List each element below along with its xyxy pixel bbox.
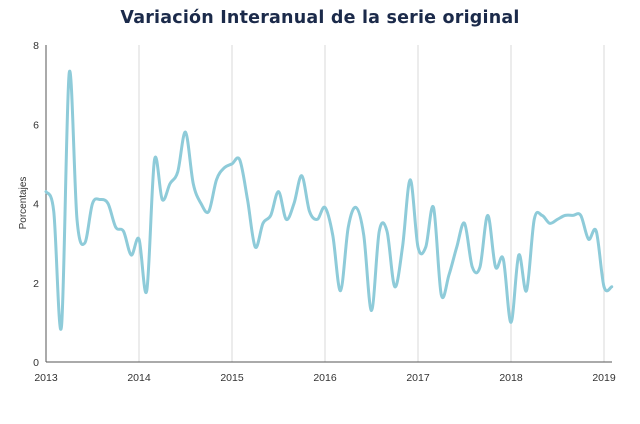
y-tick-label-6: 6 bbox=[33, 119, 39, 131]
data-point-2013-10 bbox=[114, 226, 117, 229]
data-point-2013-08 bbox=[99, 198, 102, 201]
data-point-2013-12 bbox=[130, 254, 133, 257]
data-point-2015-09 bbox=[293, 202, 296, 205]
data-point-2015-11 bbox=[308, 210, 311, 213]
data-point-2017-07 bbox=[463, 222, 466, 225]
axis-layer bbox=[45, 45, 612, 363]
data-point-2016-08 bbox=[378, 230, 381, 233]
x-tick-label-2018: 2018 bbox=[499, 372, 523, 384]
data-point-2016-12 bbox=[409, 178, 412, 181]
data-point-2013-09 bbox=[107, 202, 110, 205]
x-tick-label-2014: 2014 bbox=[127, 372, 151, 384]
y-axis-title: Porcentajes bbox=[18, 177, 29, 230]
data-point-2014-03 bbox=[153, 158, 156, 161]
data-point-2016-11 bbox=[401, 246, 404, 249]
data-point-2013-04 bbox=[68, 71, 71, 74]
data-point-2014-08 bbox=[192, 182, 195, 185]
x-tick-label-2015: 2015 bbox=[220, 372, 244, 384]
data-point-2014-02 bbox=[145, 289, 148, 292]
data-point-2014-04 bbox=[161, 198, 164, 201]
x-tick-label-2017: 2017 bbox=[406, 372, 430, 384]
data-point-2015-03 bbox=[246, 198, 249, 201]
data-point-2013-11 bbox=[122, 230, 125, 233]
data-point-2018-01 bbox=[510, 321, 513, 324]
data-point-2014-09 bbox=[200, 202, 203, 205]
data-point-2017-11 bbox=[494, 265, 497, 268]
data-point-2017-01 bbox=[417, 246, 420, 249]
data-point-2014-06 bbox=[176, 170, 179, 173]
data-point-2015-05 bbox=[262, 222, 265, 225]
data-point-2017-02 bbox=[424, 246, 427, 249]
data-point-2018-12 bbox=[595, 230, 598, 233]
tick-label-layer: 2013 2014 2015 2016 2017 2018 2019 0 2 4 6 8 bbox=[33, 40, 616, 384]
data-point-2015-07 bbox=[277, 190, 280, 193]
data-point-2014-10 bbox=[207, 210, 210, 213]
data-point-2017-05 bbox=[448, 273, 451, 276]
data-point-2016-02 bbox=[331, 234, 334, 237]
data-point-2019-02 bbox=[610, 285, 613, 288]
data-point-2018-11 bbox=[587, 238, 590, 241]
data-point-2018-08 bbox=[564, 214, 567, 217]
data-point-2018-07 bbox=[556, 218, 559, 221]
x-tick-label-2019: 2019 bbox=[592, 372, 616, 384]
data-point-2016-06 bbox=[362, 234, 365, 237]
x-tick-label-2013: 2013 bbox=[34, 372, 58, 384]
data-point-2013-07 bbox=[91, 202, 94, 205]
y-tick-label-4: 4 bbox=[33, 199, 39, 211]
data-point-2016-01 bbox=[324, 206, 327, 209]
data-point-2017-06 bbox=[455, 246, 458, 249]
data-point-2013-02 bbox=[52, 210, 55, 213]
data-point-2015-10 bbox=[300, 174, 303, 177]
data-point-2015-06 bbox=[269, 214, 272, 217]
data-point-2018-04 bbox=[533, 218, 536, 221]
y-tick-label-2: 2 bbox=[33, 278, 39, 290]
data-point-2018-02 bbox=[517, 254, 520, 257]
data-point-2018-09 bbox=[572, 214, 575, 217]
data-point-2013-06 bbox=[83, 242, 86, 245]
data-point-2017-10 bbox=[486, 214, 489, 217]
y-tick-label-8: 8 bbox=[33, 40, 39, 52]
data-point-2017-08 bbox=[471, 265, 474, 268]
data-point-2017-04 bbox=[440, 293, 443, 296]
data-point-2014-05 bbox=[169, 182, 172, 185]
data-point-2016-03 bbox=[339, 289, 342, 292]
data-point-2018-06 bbox=[548, 222, 551, 225]
data-point-2015-01 bbox=[231, 162, 234, 165]
y-tick-label-0: 0 bbox=[33, 357, 39, 369]
data-point-2014-11 bbox=[215, 178, 218, 181]
data-point-2018-10 bbox=[579, 214, 582, 217]
data-point-2017-12 bbox=[502, 257, 505, 260]
data-point-2018-05 bbox=[541, 214, 544, 217]
data-point-2014-01 bbox=[138, 238, 141, 241]
data-point-2016-10 bbox=[393, 285, 396, 288]
data-point-2016-09 bbox=[386, 230, 389, 233]
chart-title: Variación Interanual de la serie origina… bbox=[120, 8, 520, 28]
data-point-2015-04 bbox=[254, 246, 257, 249]
data-point-2014-07 bbox=[184, 131, 187, 134]
data-point-2017-09 bbox=[479, 265, 482, 268]
data-point-2013-05 bbox=[76, 218, 79, 221]
data-point-2015-08 bbox=[285, 218, 288, 221]
data-point-2016-07 bbox=[370, 309, 373, 312]
data-point-2019-01 bbox=[603, 285, 606, 288]
data-point-2013-01 bbox=[45, 190, 48, 193]
series-layer bbox=[44, 69, 614, 331]
data-point-2015-02 bbox=[238, 158, 241, 161]
data-point-2013-03 bbox=[60, 325, 63, 328]
series-line-0 bbox=[44, 69, 614, 331]
data-point-2015-12 bbox=[316, 218, 319, 221]
data-point-2018-03 bbox=[525, 289, 528, 292]
data-point-2016-04 bbox=[347, 226, 350, 229]
x-tick-label-2016: 2016 bbox=[313, 372, 337, 384]
data-point-2016-05 bbox=[355, 206, 358, 209]
data-point-2014-12 bbox=[223, 166, 226, 169]
data-point-2017-03 bbox=[432, 206, 435, 209]
grid-layer bbox=[138, 45, 605, 362]
